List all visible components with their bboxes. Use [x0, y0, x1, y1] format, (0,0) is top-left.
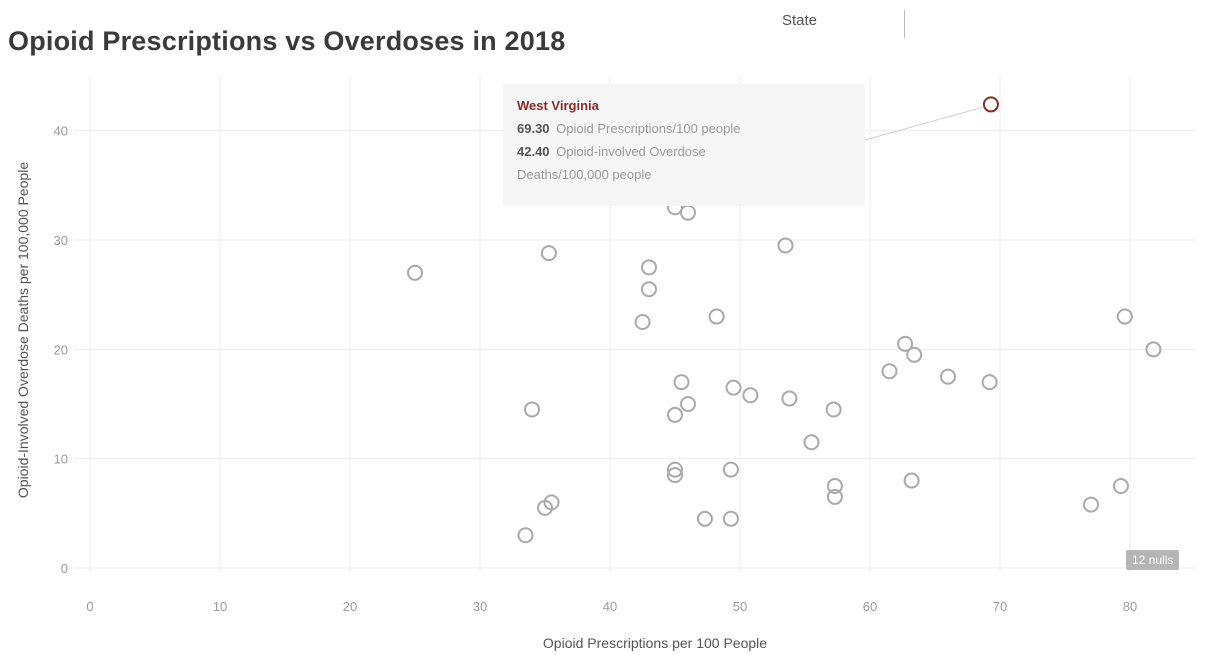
state-filter-label[interactable]: State	[782, 12, 818, 29]
x-tick-label: 40	[603, 599, 617, 614]
data-point[interactable]	[540, 245, 557, 262]
data-point[interactable]	[641, 281, 657, 298]
y-tick-label: 0	[61, 561, 68, 576]
data-point[interactable]	[906, 346, 923, 363]
data-point[interactable]	[1145, 341, 1162, 358]
tooltip-prescriptions-row: 69.30 Opioid Prescriptions/100 people	[517, 117, 851, 140]
data-point[interactable]	[667, 461, 683, 478]
data-point[interactable]	[641, 259, 657, 276]
data-point[interactable]	[667, 467, 683, 484]
x-tick-label: 80	[1123, 599, 1137, 614]
data-point[interactable]	[725, 379, 742, 396]
tooltip: West Virginia 69.30 Opioid Prescriptions…	[503, 84, 865, 206]
tooltip-connector	[864, 106, 983, 141]
data-point[interactable]	[903, 472, 920, 489]
data-point[interactable]	[407, 264, 423, 281]
data-point[interactable]	[722, 510, 739, 527]
y-tick-label: 40	[54, 124, 68, 139]
data-point[interactable]	[667, 406, 683, 423]
x-axis-title: Opioid Prescriptions per 100 People	[543, 635, 767, 651]
data-point[interactable]	[897, 335, 914, 352]
x-tick-label: 60	[863, 599, 877, 614]
data-point[interactable]	[543, 494, 560, 511]
axis-ticks: 0 10 20 30 40 50 60 70 80 0 10 20 30 40	[54, 124, 1138, 614]
data-points[interactable]	[407, 96, 1162, 544]
data-point[interactable]	[708, 308, 725, 325]
data-point[interactable]	[634, 314, 651, 330]
data-point[interactable]	[826, 478, 843, 494]
x-tick-label: 20	[343, 599, 357, 614]
data-point[interactable]	[742, 387, 759, 404]
x-tick-label: 30	[473, 599, 487, 614]
data-point[interactable]	[673, 374, 690, 391]
y-tick-label: 20	[54, 342, 68, 357]
data-point[interactable]	[777, 237, 794, 254]
data-point[interactable]	[1083, 496, 1099, 513]
y-axis-title: Opioid-Involved Overdose Deaths per 100,…	[15, 162, 31, 498]
x-tick-label: 50	[733, 599, 747, 614]
data-point[interactable]	[781, 390, 798, 407]
tooltip-deaths-row: 42.40 Opioid-involved Overdose	[517, 140, 851, 163]
data-point[interactable]	[517, 527, 534, 544]
y-tick-label: 30	[54, 233, 68, 248]
chart-title: Opioid Prescriptions vs Overdoses in 201…	[8, 26, 566, 56]
y-tick-label: 10	[54, 452, 68, 467]
tooltip-deaths-value: 42.40	[517, 144, 550, 159]
tooltip-state-name: West Virginia	[517, 98, 599, 113]
x-tick-label: 70	[993, 599, 1007, 614]
tooltip-deaths-label-line1: Opioid-involved Overdose	[556, 144, 706, 159]
data-point[interactable]	[826, 488, 843, 505]
state-filter-divider	[904, 10, 905, 38]
data-point[interactable]	[825, 401, 842, 418]
tooltip-prescriptions-label: Opioid Prescriptions/100 people	[556, 121, 741, 136]
tooltip-deaths-label-line2: Deaths/100,000 people	[517, 167, 652, 182]
data-point[interactable]	[680, 396, 696, 412]
data-point[interactable]	[1112, 478, 1129, 494]
data-point[interactable]	[981, 374, 998, 391]
nulls-badge[interactable]: 12 nulls	[1126, 550, 1180, 570]
x-tick-label: 10	[213, 599, 227, 614]
x-tick-label: 0	[86, 599, 93, 614]
data-point[interactable]	[680, 204, 696, 221]
data-point[interactable]	[524, 401, 540, 418]
highlighted-point[interactable]	[982, 96, 999, 113]
data-point[interactable]	[1116, 308, 1133, 325]
tooltip-prescriptions-value: 69.30	[517, 121, 550, 136]
data-point[interactable]	[881, 363, 898, 380]
data-point[interactable]	[803, 434, 820, 451]
data-point[interactable]	[722, 461, 739, 478]
data-point[interactable]	[696, 510, 713, 527]
data-point[interactable]	[940, 368, 956, 385]
